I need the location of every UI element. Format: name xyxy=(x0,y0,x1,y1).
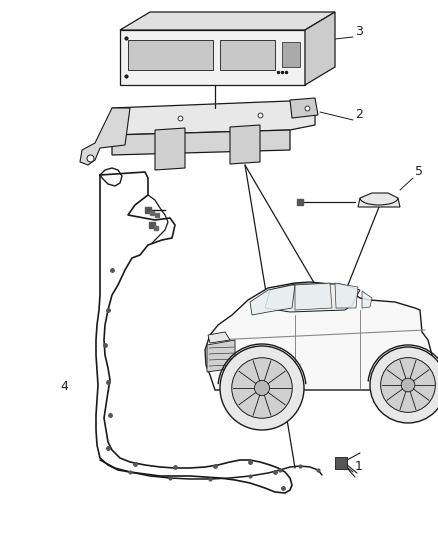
Polygon shape xyxy=(120,12,335,30)
Bar xyxy=(128,40,213,70)
Polygon shape xyxy=(205,282,432,390)
Bar xyxy=(335,457,347,469)
Polygon shape xyxy=(207,340,235,372)
Polygon shape xyxy=(290,98,318,118)
Polygon shape xyxy=(230,125,260,164)
Polygon shape xyxy=(265,284,360,312)
Circle shape xyxy=(232,358,292,418)
Polygon shape xyxy=(112,130,290,155)
Circle shape xyxy=(401,378,415,392)
Polygon shape xyxy=(155,128,185,170)
Polygon shape xyxy=(295,283,332,310)
Bar xyxy=(282,42,300,67)
Text: 1: 1 xyxy=(355,460,363,473)
Text: 2: 2 xyxy=(355,108,363,121)
Text: 5: 5 xyxy=(415,165,423,178)
Polygon shape xyxy=(250,285,295,315)
Circle shape xyxy=(381,358,435,413)
Circle shape xyxy=(254,381,269,395)
Circle shape xyxy=(220,346,304,430)
Polygon shape xyxy=(362,291,372,308)
Polygon shape xyxy=(80,108,130,165)
Text: 4: 4 xyxy=(60,380,68,393)
Polygon shape xyxy=(208,332,230,343)
Polygon shape xyxy=(335,283,358,308)
Text: 3: 3 xyxy=(355,25,363,38)
Polygon shape xyxy=(112,100,315,135)
Polygon shape xyxy=(120,30,305,85)
Polygon shape xyxy=(305,12,335,85)
Circle shape xyxy=(370,347,438,423)
Polygon shape xyxy=(358,193,400,207)
Bar xyxy=(220,40,275,70)
